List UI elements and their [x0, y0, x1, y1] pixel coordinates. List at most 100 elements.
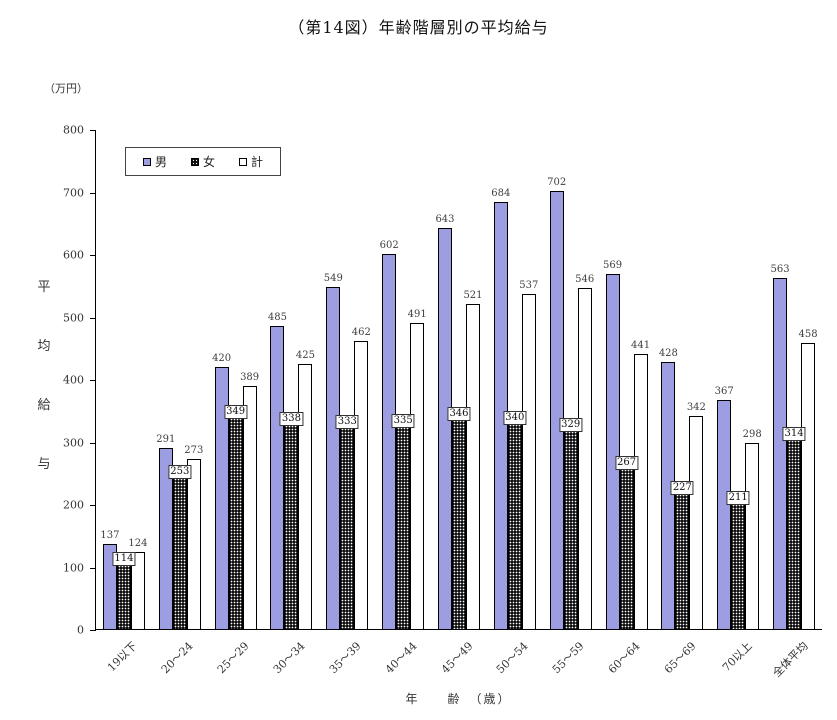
- bar-計: [298, 363, 313, 629]
- y-tick-label: 0: [77, 623, 84, 637]
- bar-slot: 702: [547, 130, 567, 629]
- y-tick-mark: [90, 630, 96, 631]
- plot-area: 137 114 124 291 253 273 420 349 389 485 338 425 549 3…: [90, 130, 822, 631]
- y-tick-label: 300: [63, 436, 84, 449]
- bar-group: 563 314 458: [766, 130, 822, 629]
- bar-slot: 491: [408, 130, 427, 629]
- bar-value-label: 441: [630, 339, 651, 351]
- bar-slot: 546: [575, 130, 595, 629]
- bar-男: [717, 400, 732, 629]
- bar-group: 137 114 124: [96, 130, 152, 629]
- bar-value-label: 458: [798, 329, 818, 341]
- y-axis-unit-label: （万円）: [44, 82, 88, 95]
- bar-group: 569 267 441: [599, 130, 655, 629]
- bar-value-label: 537: [519, 280, 539, 292]
- bar-slot: 462: [351, 130, 371, 629]
- bar-slot: 537: [519, 130, 539, 629]
- total-swatch-icon: [239, 157, 248, 166]
- y-tick-mark: [90, 505, 96, 506]
- x-tick-label: 全体平均: [770, 639, 811, 680]
- y-axis-labels: 0 100 200 300 400 500 600 700 800: [40, 124, 88, 637]
- bar-slot: 114: [112, 130, 136, 629]
- bar-group: 702 329 546: [543, 130, 599, 629]
- bar-value-label: 367: [714, 386, 734, 398]
- bar-group: 367 211 298: [710, 130, 766, 629]
- x-tick-label: 55〜59: [550, 639, 587, 677]
- bar-計: [354, 340, 369, 629]
- bar-slot: 349: [224, 130, 248, 629]
- bar-group: 684 340 537: [487, 130, 543, 629]
- y-axis-title-char: 均: [37, 339, 51, 354]
- bar-value-label: 549: [323, 272, 343, 284]
- bar-slot: 569: [602, 130, 623, 629]
- bar-女: [228, 411, 243, 629]
- y-tick-mark: [90, 317, 96, 319]
- bar-女: [340, 421, 355, 629]
- bar-男: [773, 277, 788, 629]
- bar-slot: 367: [714, 130, 734, 629]
- bar-計: [801, 343, 816, 629]
- y-axis-title-char: 平: [37, 280, 51, 295]
- x-tick-label: 30〜34: [270, 639, 308, 677]
- bar-value-label: 462: [351, 326, 371, 338]
- bar-value-label: 291: [156, 433, 176, 445]
- x-tick-label: 65〜69: [662, 639, 699, 677]
- bar-女: [787, 433, 802, 629]
- bar-slot: 549: [323, 130, 343, 629]
- bar-slot: 273: [184, 130, 204, 629]
- y-tick-label: 200: [63, 498, 84, 512]
- bar-slot: 342: [686, 130, 706, 629]
- bar-女: [396, 420, 411, 629]
- bar-男: [382, 253, 397, 629]
- bar-group: 643 346 521: [431, 130, 487, 629]
- bar-value-label: 420: [212, 353, 232, 365]
- bar-計: [633, 353, 648, 629]
- bar-group: 420 349 389: [208, 130, 264, 629]
- y-tick-label: 700: [63, 186, 84, 199]
- bar-女: [284, 418, 299, 629]
- bar-value-label: 335: [391, 414, 415, 429]
- bar-value-label: 346: [447, 407, 471, 422]
- legend-label-women: 女: [203, 155, 216, 169]
- y-tick-label: 100: [63, 561, 84, 574]
- bar-計: [186, 458, 201, 629]
- bar-男: [270, 326, 285, 629]
- bar-slot: 329: [559, 130, 583, 629]
- bar-value-label: 338: [279, 412, 303, 427]
- bar-value-label: 702: [547, 177, 567, 189]
- bar-value-label: 546: [575, 274, 595, 286]
- y-tick-mark: [90, 567, 96, 569]
- bar-value-label: 314: [782, 427, 806, 442]
- bar-slot: 521: [463, 130, 483, 629]
- bar-計: [242, 386, 257, 629]
- y-tick-mark: [90, 255, 96, 256]
- y-axis-title: 平 均 給 与: [36, 276, 52, 472]
- bar-slot: 346: [447, 130, 471, 629]
- bar-slot: 428: [658, 130, 678, 629]
- bar-計: [130, 551, 145, 629]
- bar-slot: 389: [240, 130, 259, 629]
- y-axis-title-char: 与: [37, 457, 51, 472]
- bar-value-label: 428: [658, 348, 678, 360]
- bar-value-label: 267: [614, 456, 639, 471]
- bar-計: [410, 322, 425, 629]
- bar-slot: 420: [212, 130, 232, 629]
- bar-group: 428 227 342: [654, 130, 710, 629]
- bar-value-label: 273: [184, 444, 204, 456]
- bar-value-label: 124: [128, 537, 148, 549]
- bar-女: [619, 462, 634, 629]
- bar-value-label: 684: [491, 188, 511, 200]
- bar-value-label: 342: [686, 401, 706, 413]
- bar-value-label: 211: [726, 491, 750, 506]
- bar-slot: 227: [670, 130, 694, 629]
- bar-value-label: 569: [602, 260, 623, 272]
- bar-slot: 602: [380, 130, 399, 629]
- bar-女: [731, 497, 746, 629]
- x-tick-label: 35〜39: [326, 639, 364, 677]
- bar-女: [116, 557, 131, 629]
- x-tick-label: 25〜29: [214, 639, 252, 677]
- y-tick-label: 800: [63, 123, 84, 137]
- bar-value-label: 425: [295, 349, 315, 361]
- y-tick-mark: [90, 192, 96, 194]
- x-tick-label: 40〜44: [382, 639, 420, 677]
